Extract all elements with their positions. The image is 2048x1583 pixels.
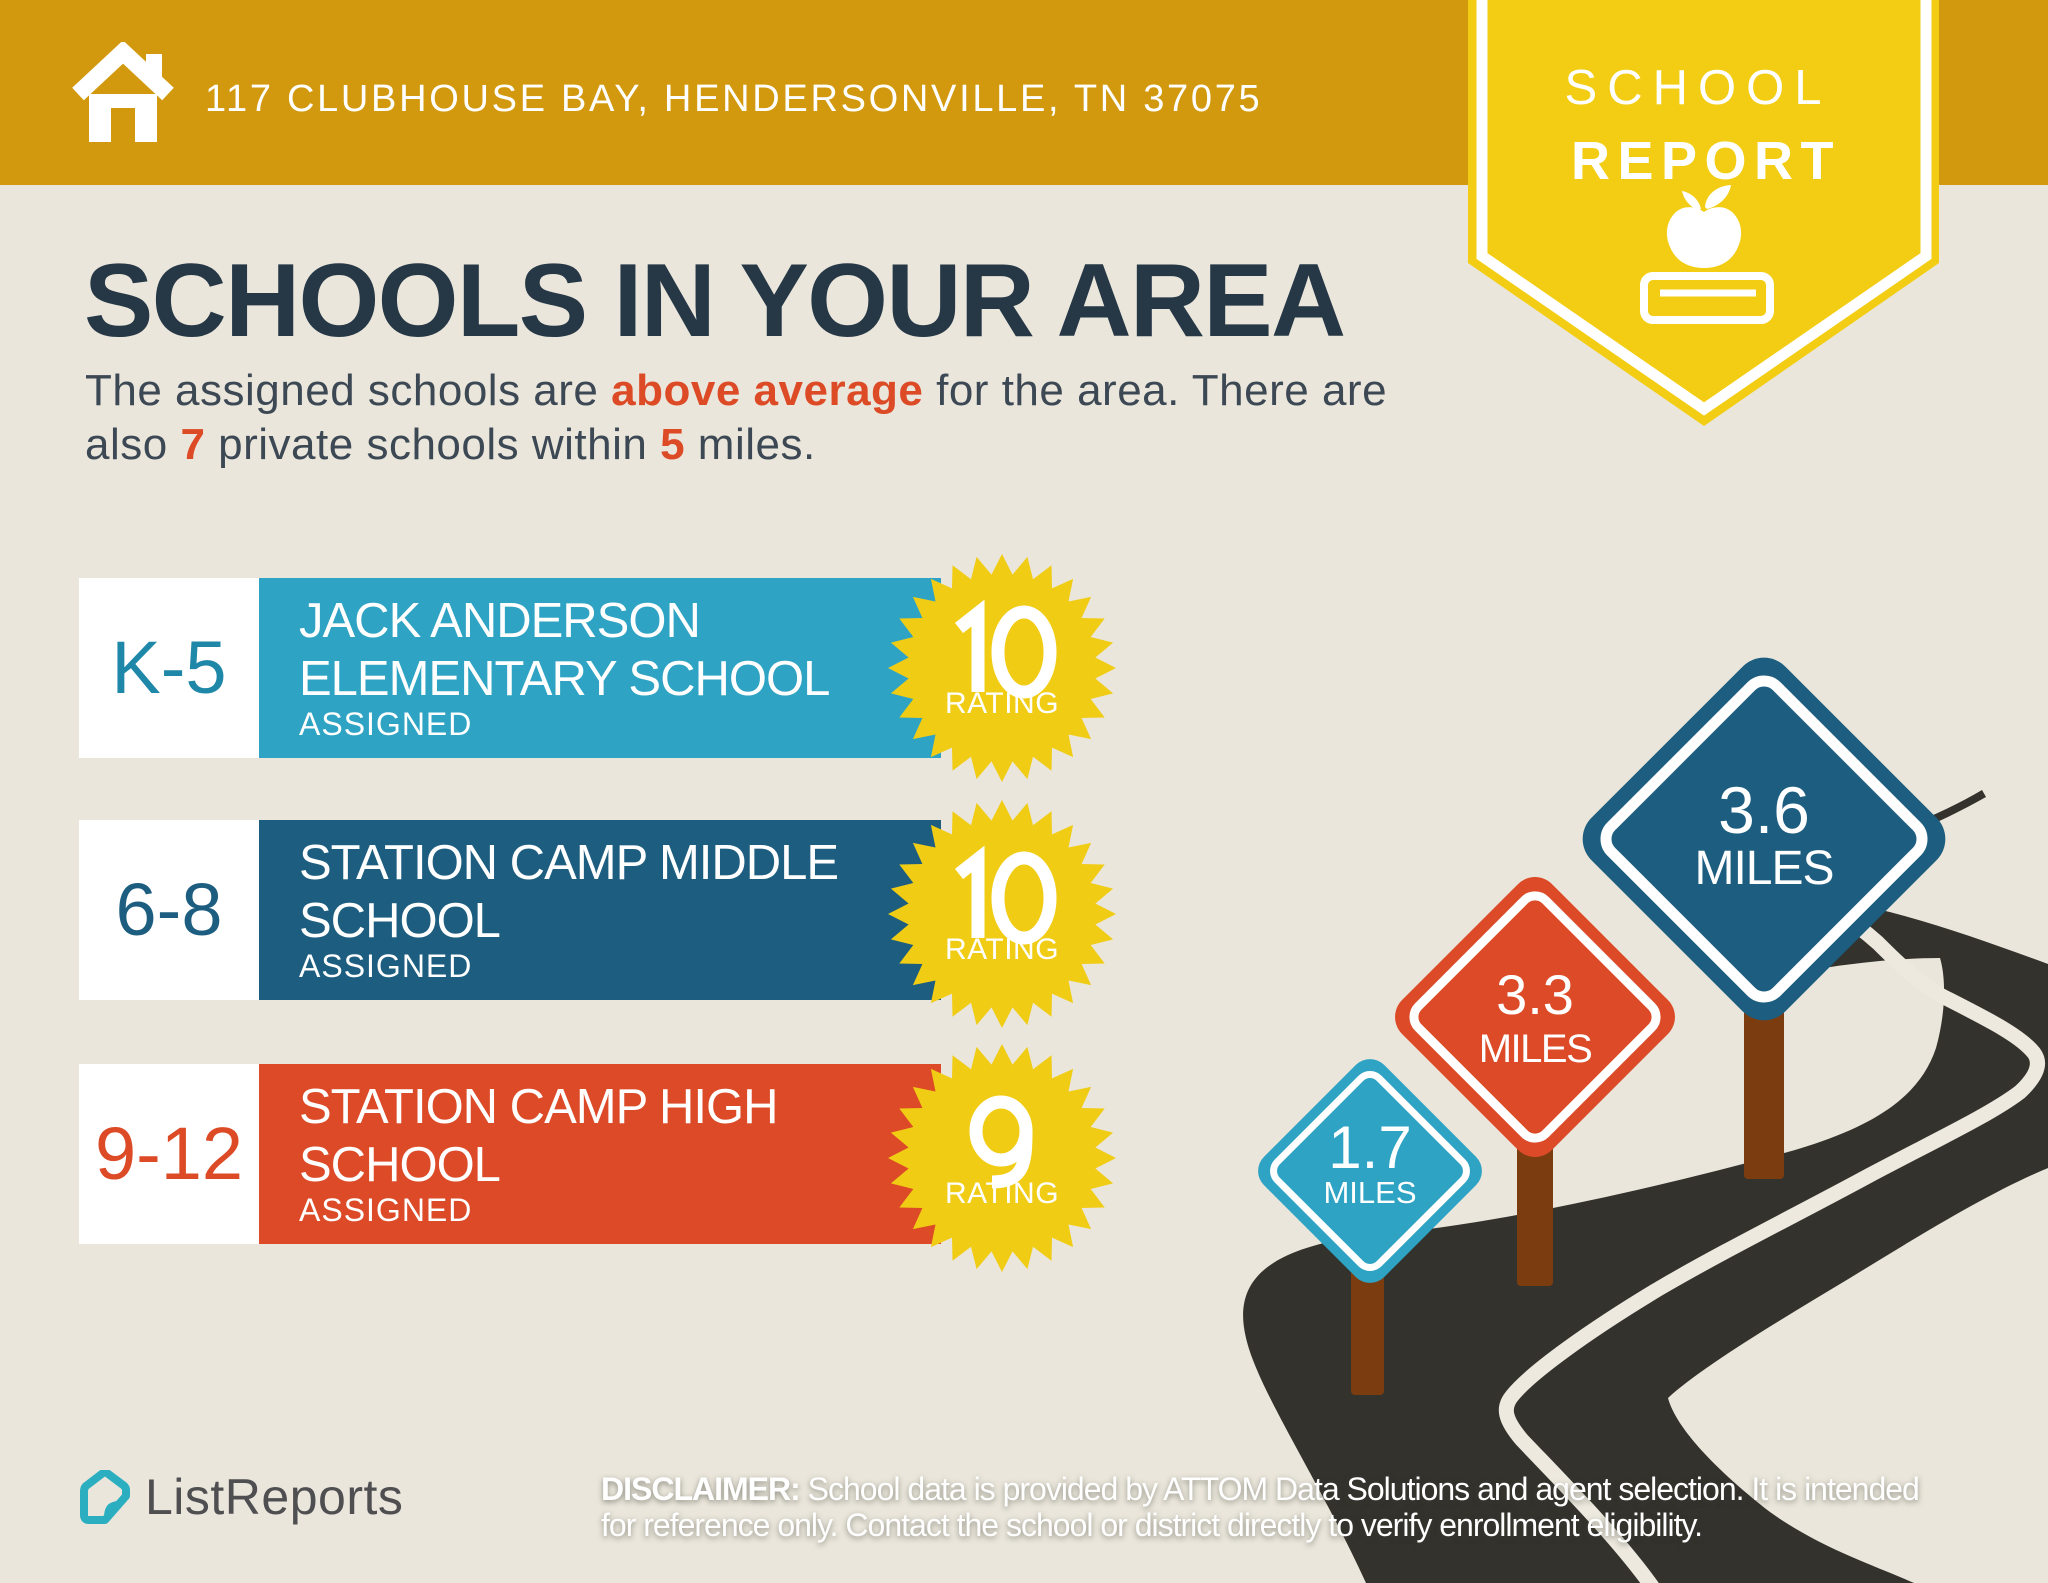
svg-text:1.7: 1.7 <box>1328 1114 1411 1181</box>
svg-text:RATING: RATING <box>945 933 1059 966</box>
svg-text:MILES: MILES <box>1694 842 1833 895</box>
svg-text:3.3: 3.3 <box>1496 963 1574 1026</box>
svg-text:RATING: RATING <box>945 1177 1059 1210</box>
svg-text:REPORT: REPORT <box>1571 131 1841 191</box>
svg-text:MILES: MILES <box>1479 1027 1592 1071</box>
svg-text:SCHOOL: SCHOOL <box>1565 61 1832 115</box>
svg-text:RATING: RATING <box>945 687 1059 720</box>
svg-text:MILES: MILES <box>1323 1175 1416 1210</box>
svg-text:3.6: 3.6 <box>1718 773 1810 847</box>
